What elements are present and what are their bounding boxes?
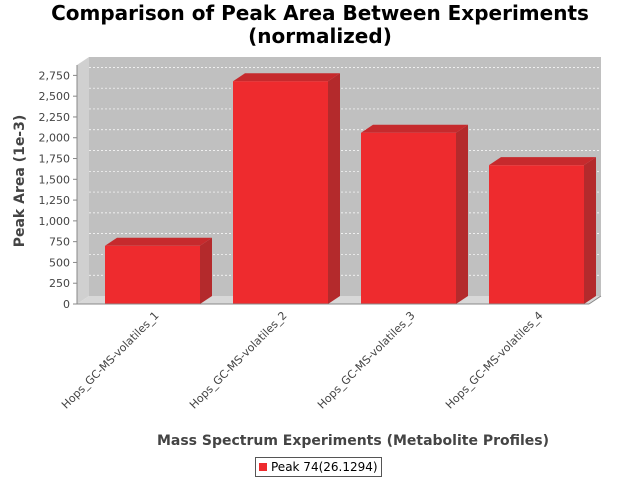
x-tick-labels: Hops_GC-MS-volatiles_1 Hops_GC-MS-volatil… <box>59 309 546 412</box>
legend-swatch <box>259 463 267 471</box>
bar-side <box>584 157 596 304</box>
x-tick-label: Hops_GC-MS-volatiles_3 <box>315 309 418 412</box>
bars <box>105 73 596 304</box>
chart-title-line-2: (normalized) <box>248 24 392 48</box>
y-tick-label: 500 <box>49 256 70 269</box>
chart-title: Comparison of Peak Area Between Experime… <box>0 2 640 48</box>
bar-front <box>105 245 200 304</box>
x-tick-label: Hops_GC-MS-volatiles_4 <box>443 309 546 412</box>
bar-front <box>489 165 584 304</box>
legend-label: Peak 74(26.1294) <box>271 460 378 474</box>
x-axis-label: Mass Spectrum Experiments (Metabolite Pr… <box>157 433 549 449</box>
bar-front <box>361 132 456 304</box>
plot-side-wall <box>77 57 89 304</box>
x-tick-label: Hops_GC-MS-volatiles_1 <box>59 309 162 412</box>
plot-back-wall <box>89 57 601 296</box>
y-tick-label: 2,000 <box>39 132 71 145</box>
y-tick-label: 0 <box>63 298 70 311</box>
bar-top <box>361 124 468 133</box>
plot-area <box>77 57 601 304</box>
y-tick-label: 1,250 <box>39 194 71 207</box>
y-tick-label: 250 <box>49 277 70 290</box>
bar <box>233 73 340 304</box>
y-tick-label: 1,000 <box>39 215 71 228</box>
bar-top <box>233 73 340 82</box>
bar-top <box>105 237 212 246</box>
y-tick-label: 1,500 <box>39 173 71 186</box>
y-tick-label: 2,750 <box>39 69 71 82</box>
legend: Peak 74(26.1294) <box>255 457 382 477</box>
y-tick-label: 2,500 <box>39 90 71 103</box>
bar <box>105 237 212 304</box>
bar-side <box>328 73 340 304</box>
bar-top <box>489 157 596 166</box>
bar <box>361 124 468 304</box>
y-tick-label: 2,250 <box>39 111 71 124</box>
bar-side <box>456 124 468 304</box>
x-axis-depth-line <box>588 295 602 305</box>
chart-title-line-1: Comparison of Peak Area Between Experime… <box>51 1 589 25</box>
bar-side <box>200 237 212 304</box>
y-axis-label: Peak Area (1e-3) <box>12 115 28 248</box>
y-tick-labels: 0 250 500 750 1,000 1,250 1,500 1,750 2,000 2,250… <box>39 69 71 311</box>
axes <box>73 65 602 305</box>
bar <box>489 157 596 304</box>
bar-front <box>233 81 328 304</box>
x-tick-label: Hops_GC-MS-volatiles_2 <box>187 309 290 412</box>
y-tick-label: 750 <box>49 236 70 249</box>
y-tick-label: 1,750 <box>39 153 71 166</box>
